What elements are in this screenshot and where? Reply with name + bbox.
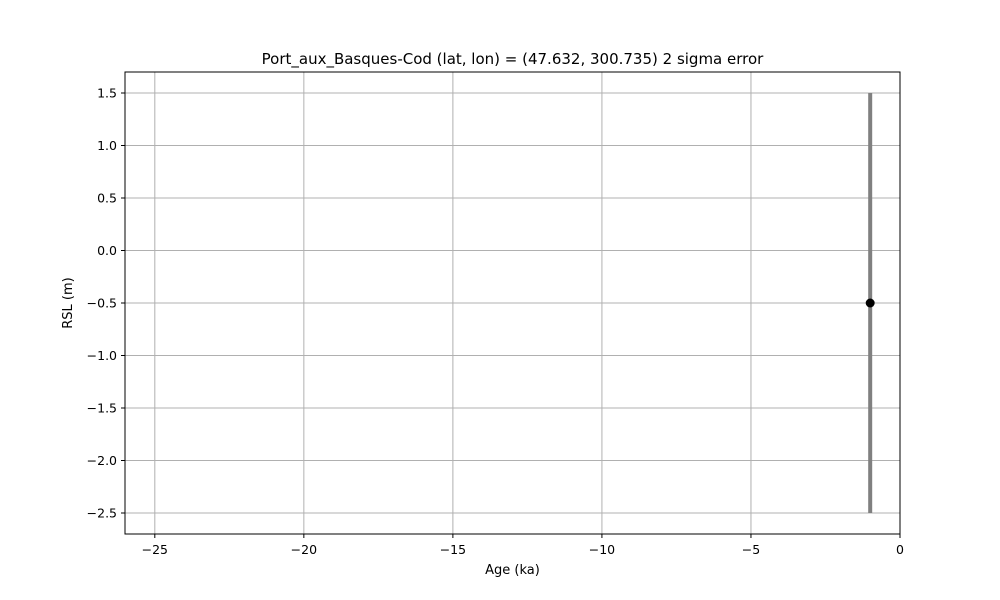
grid — [125, 72, 901, 534]
plot-marks — [865, 93, 875, 513]
y-tick-label: −2.0 — [87, 453, 117, 468]
y-tick-label: 1.5 — [97, 86, 117, 101]
y-tick-label: 1.0 — [97, 138, 117, 153]
y-tick-label: −1.5 — [87, 401, 117, 416]
y-axis-label: RSL (m) — [61, 277, 76, 328]
chart-title: Port_aux_Basques-Cod (lat, lon) = (47.63… — [262, 50, 765, 69]
y-tick-label: 0.0 — [97, 243, 117, 258]
x-tick-label: 0 — [896, 542, 904, 557]
y-tick-label: 0.5 — [97, 191, 117, 206]
x-tick-label: −25 — [142, 542, 168, 557]
data-point — [865, 298, 875, 308]
y-tick-label: −0.5 — [87, 296, 117, 311]
axis-ticks: −25 −20 −15 −10 −5 0 −2.5 −2.0 −1.5 −1.0 −0.5 0.0 0.… — [87, 86, 904, 558]
x-axis-label: Age (ka) — [485, 563, 540, 578]
y-tick-label: −2.5 — [87, 506, 117, 521]
x-tick-label: −10 — [589, 542, 615, 557]
x-tick-label: −20 — [291, 542, 317, 557]
x-tick-label: −15 — [440, 542, 466, 557]
x-tick-label: −5 — [742, 542, 760, 557]
y-tick-label: −1.0 — [87, 348, 117, 363]
